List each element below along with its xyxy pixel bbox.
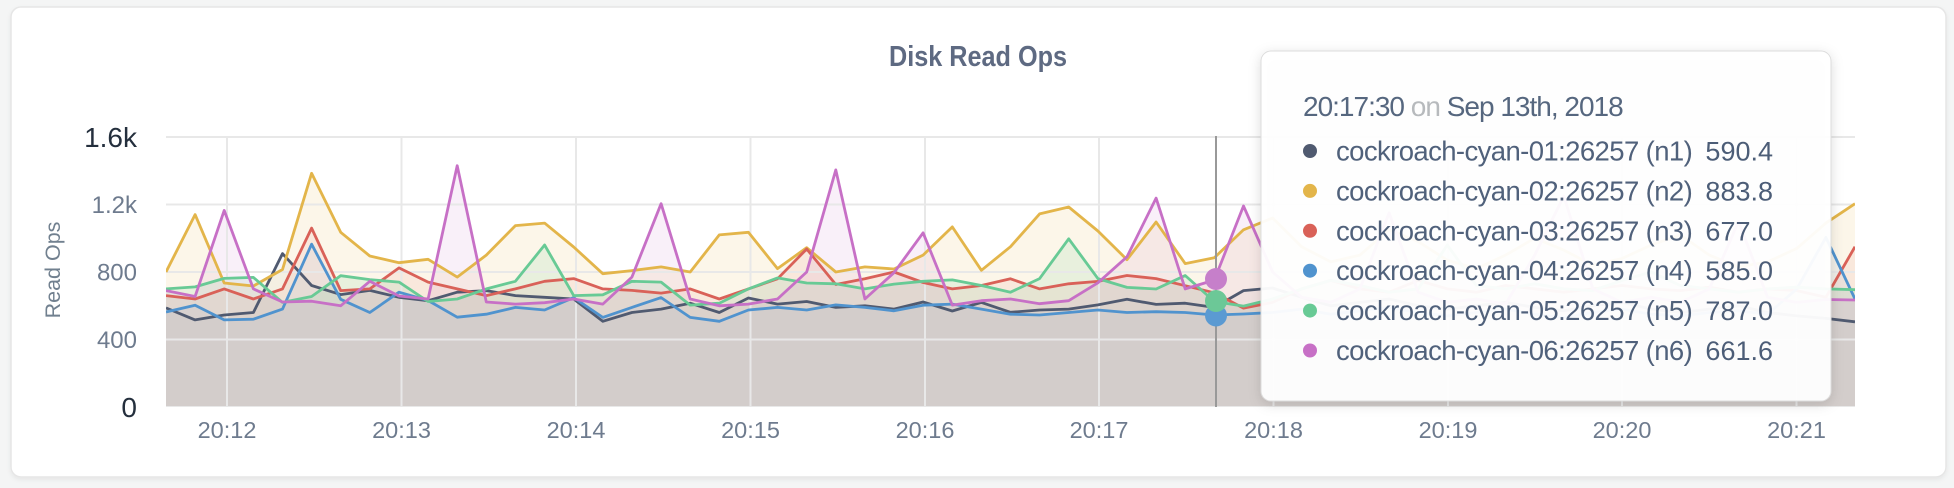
svg-text:20:16: 20:16: [896, 417, 955, 443]
svg-text:585.0: 585.0: [1705, 256, 1773, 286]
svg-text:800: 800: [97, 260, 137, 287]
svg-text:20:12: 20:12: [198, 417, 257, 443]
svg-text:677.0: 677.0: [1705, 216, 1773, 246]
svg-text:Read Ops: Read Ops: [41, 222, 65, 319]
svg-text:20:17:30 on Sep 13th, 2018: 20:17:30 on Sep 13th, 2018: [1303, 91, 1623, 122]
svg-text:cockroach-cyan-06:26257 (n6): cockroach-cyan-06:26257 (n6): [1336, 335, 1692, 366]
svg-text:590.4: 590.4: [1705, 137, 1773, 167]
svg-text:400: 400: [97, 327, 137, 354]
svg-text:20:13: 20:13: [372, 417, 431, 443]
svg-text:787.0: 787.0: [1705, 296, 1773, 326]
svg-text:661.6: 661.6: [1705, 336, 1773, 366]
svg-text:20:20: 20:20: [1593, 417, 1652, 443]
svg-text:Disk Read Ops: Disk Read Ops: [889, 39, 1067, 72]
svg-text:0: 0: [121, 392, 137, 423]
svg-text:cockroach-cyan-02:26257 (n2): cockroach-cyan-02:26257 (n2): [1336, 175, 1692, 206]
svg-text:20:18: 20:18: [1244, 417, 1303, 443]
svg-text:cockroach-cyan-03:26257 (n3): cockroach-cyan-03:26257 (n3): [1336, 215, 1692, 246]
svg-text:20:19: 20:19: [1419, 417, 1478, 443]
svg-text:20:15: 20:15: [721, 417, 780, 443]
svg-text:cockroach-cyan-04:26257 (n4): cockroach-cyan-04:26257 (n4): [1336, 255, 1692, 286]
svg-text:20:17: 20:17: [1070, 417, 1129, 443]
svg-text:20:21: 20:21: [1767, 417, 1826, 443]
svg-text:1.2k: 1.2k: [92, 192, 138, 219]
svg-text:cockroach-cyan-05:26257 (n5): cockroach-cyan-05:26257 (n5): [1336, 295, 1692, 326]
svg-text:cockroach-cyan-01:26257 (n1): cockroach-cyan-01:26257 (n1): [1336, 136, 1692, 167]
svg-text:883.8: 883.8: [1705, 176, 1773, 206]
svg-text:1.6k: 1.6k: [84, 122, 138, 153]
svg-text:20:14: 20:14: [547, 417, 606, 443]
